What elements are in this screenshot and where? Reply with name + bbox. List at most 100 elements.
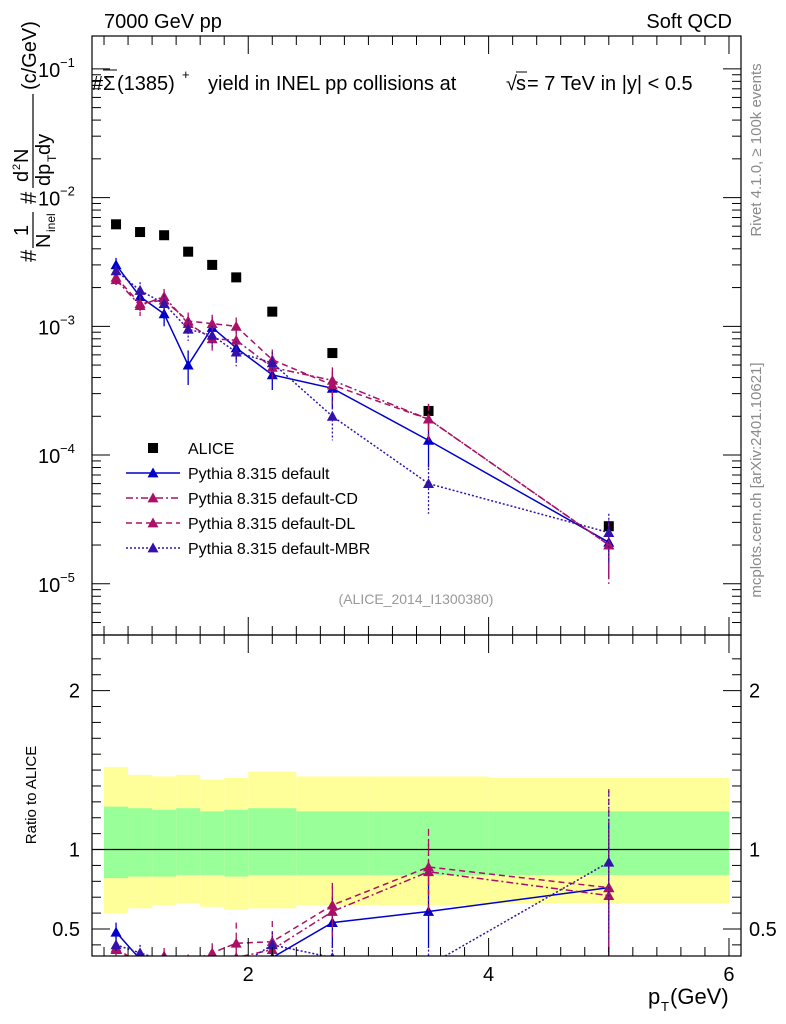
xlabel-p: p xyxy=(648,984,660,1009)
xlabel-t: T xyxy=(661,999,669,1014)
ylabel-t: T xyxy=(45,154,59,162)
point-dl-5 xyxy=(230,320,242,331)
point-dl-9 xyxy=(603,539,615,550)
ratio-ytick-label-right-0: 0.5 xyxy=(749,919,777,941)
point-mbr-1 xyxy=(134,284,146,295)
ratio-line-default xyxy=(115,886,609,956)
top-ytick-label-exp-2: −3 xyxy=(60,312,75,327)
point-mbr-0 xyxy=(110,265,122,276)
title-hash: # xyxy=(92,73,104,95)
title-charge: + xyxy=(182,67,190,82)
ratio-point-dl-8 xyxy=(423,861,435,872)
ratio-point-mbr-0 xyxy=(110,939,122,950)
ratio-ytick-label-left-1: 1 xyxy=(69,840,80,862)
title-energy: = 7 TeV in |y| < 0.5 xyxy=(527,73,693,95)
ratio-ytick-label-left-0: 0.5 xyxy=(52,919,80,941)
ratio-y-axis-title: Ratio to ALICE xyxy=(23,746,40,844)
ratio-point-cd-1 xyxy=(135,960,146,970)
ratio-ytick-label-left-2: 2 xyxy=(69,681,80,703)
top-ytick-label-base-0: 10 xyxy=(38,575,60,597)
xtick-label-2: 6 xyxy=(723,964,734,986)
legend-label-dl: Pythia 8.315 default-DL xyxy=(188,516,355,533)
point-alice-2 xyxy=(159,230,170,241)
ratio-point-cd-3 xyxy=(183,958,194,968)
legend-marker-cd xyxy=(147,492,159,503)
xtick-label-1: 4 xyxy=(483,964,494,986)
point-default-2 xyxy=(158,308,170,319)
band-inner-6 xyxy=(248,808,297,875)
top-ytick-label-exp-0: −5 xyxy=(60,570,75,585)
ylabel-one: 1 xyxy=(11,225,33,236)
ratio-point-mbr-7 xyxy=(330,952,335,956)
ylabel-inel: inel xyxy=(44,213,58,232)
point-alice-3 xyxy=(183,246,194,257)
title-s: s xyxy=(516,73,526,95)
point-dl-0 xyxy=(110,271,122,282)
ratio-ytick-label-right-1: 1 xyxy=(749,840,760,862)
ratio-point-mbr-8 xyxy=(423,960,434,970)
legend-marker-dl xyxy=(147,517,159,528)
ylabel-sup2: 2 xyxy=(11,164,23,170)
point-mbr-2 xyxy=(158,298,170,309)
legend-label-default: Pythia 8.315 default xyxy=(188,466,330,483)
legend-marker-alice xyxy=(148,443,158,453)
legend-label-mbr: Pythia 8.315 default-MBR xyxy=(188,541,370,558)
xlabel-units: (GeV) xyxy=(670,984,729,1009)
top-ytick-label-base-2: 10 xyxy=(38,317,60,339)
ylabel-n: N xyxy=(33,234,55,248)
ratio-frame xyxy=(91,634,742,957)
point-alice-5 xyxy=(231,272,242,283)
ylabel-hash1: # xyxy=(16,249,41,262)
ratio-point-dl-7 xyxy=(326,899,338,910)
title-mass: (1385) xyxy=(117,73,175,95)
ratio-point-mbr-2 xyxy=(163,955,165,956)
point-alice-4 xyxy=(207,259,218,270)
point-default-0 xyxy=(110,259,122,270)
line-cd xyxy=(115,279,610,546)
ratio-ytick-label-right-2: 2 xyxy=(749,681,760,703)
line-dl xyxy=(115,276,610,546)
band-inner-7 xyxy=(296,811,369,875)
point-alice-1 xyxy=(135,227,146,238)
line-mbr xyxy=(115,270,609,534)
ylabel-units: (c/GeV) xyxy=(19,21,41,90)
x-axis-title: p T (GeV) xyxy=(648,984,729,1014)
ratio-point-mbr-1 xyxy=(135,947,145,956)
top-ytick-label-base-4: 10 xyxy=(38,60,60,82)
point-default-3 xyxy=(182,359,194,370)
point-alice-6 xyxy=(267,306,278,317)
ratio-point-mbr-5 xyxy=(231,962,242,972)
ratio-point-mbr-6 xyxy=(266,939,278,950)
band-inner-5 xyxy=(224,809,249,877)
point-mbr-4 xyxy=(206,329,218,340)
top-series-layer xyxy=(110,219,615,584)
axes-layer: 10 −510 −410 −310 −210 −12 4 60.5 0.51 12 2 xyxy=(38,36,777,986)
ratio-point-cd-7 xyxy=(326,906,338,916)
band-inner-3 xyxy=(176,808,201,875)
point-mbr-8 xyxy=(423,478,435,489)
rivet-label: Rivet 4.1.0, ≥ 100k events xyxy=(748,63,765,236)
point-dl-1 xyxy=(134,298,146,309)
xtick-label-0: 2 xyxy=(243,964,254,986)
top-ytick-label-exp-4: −1 xyxy=(60,55,75,70)
title-particle: Σ xyxy=(103,73,115,95)
line-default xyxy=(115,264,610,543)
ratio-point-mbr-4 xyxy=(207,958,218,968)
band-inner-1 xyxy=(128,808,153,877)
ratio-uncertainty-bands xyxy=(104,766,729,914)
mcplots-label: mcplots.cern.ch [arXiv:2401.10621] xyxy=(748,362,765,597)
ratio-point-default-5 xyxy=(231,958,242,968)
ratio-point-dl-2 xyxy=(162,953,166,956)
point-mbr-7 xyxy=(326,410,338,421)
legend: ALICE Pythia 8.315 default Pythia 8.315 de… xyxy=(126,441,370,558)
ratio-point-dl-5 xyxy=(230,937,242,948)
point-mbr-9 xyxy=(603,527,615,537)
top-ytick-label-base-1: 10 xyxy=(38,446,60,468)
point-mbr-3 xyxy=(182,323,194,334)
ylabel-d: d xyxy=(11,171,33,182)
top-ytick-label-exp-1: −4 xyxy=(60,441,75,456)
top-ytick-label-exp-3: −2 xyxy=(60,184,75,199)
top-y-axis-title: # 1 N inel # d 2 N dp T dy (c/GeV) xyxy=(11,21,59,262)
title-sqrt: √ xyxy=(506,73,517,95)
